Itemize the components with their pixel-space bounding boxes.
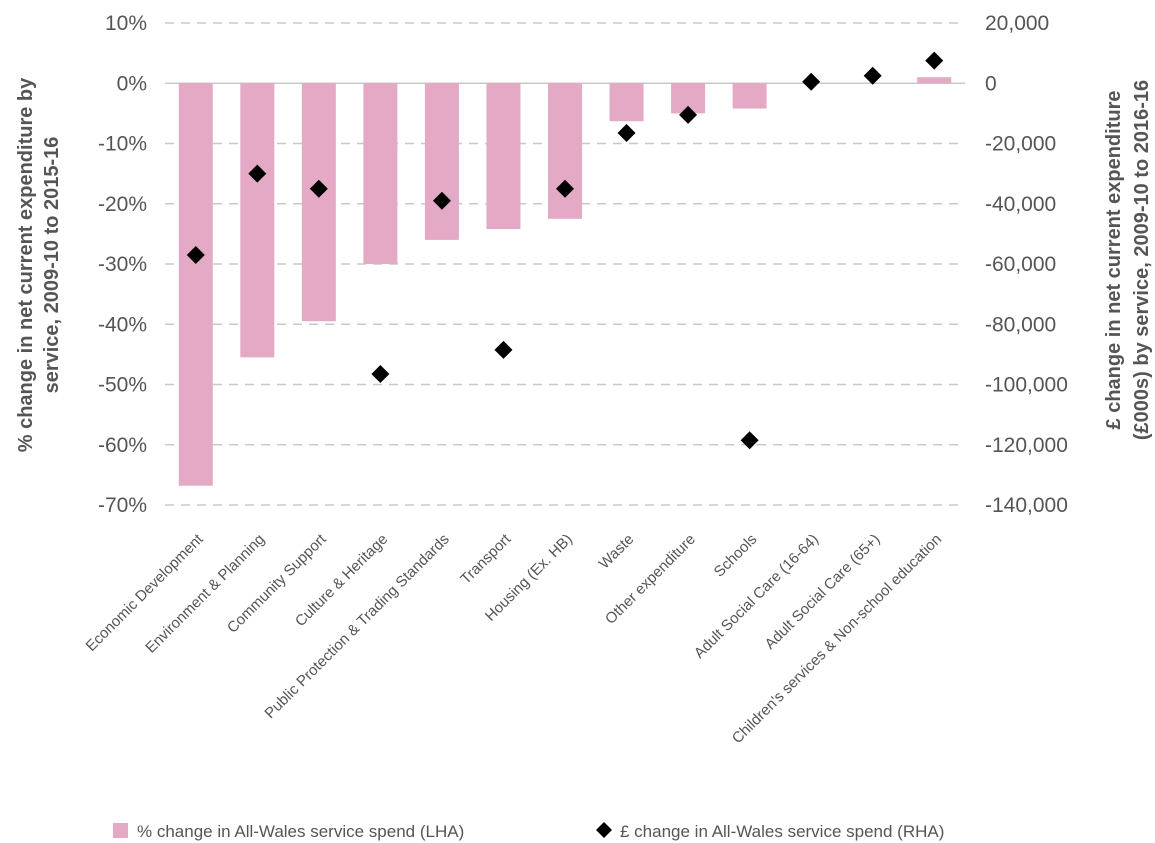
bar	[917, 77, 952, 84]
bar	[363, 83, 398, 264]
left-tick-label: 10%	[105, 12, 147, 35]
category-label: Transport	[457, 530, 515, 588]
category-label: Environment & Planning	[142, 531, 268, 657]
diamond-marker	[432, 191, 451, 210]
right-tick-label: -120,000	[985, 434, 1068, 457]
category-label: Schools	[711, 531, 761, 581]
bar	[609, 83, 644, 122]
left-axis-title-line: % change in net current expenditure by	[15, 77, 37, 452]
diamond-marker	[679, 105, 698, 124]
bar	[301, 83, 336, 322]
bar	[548, 83, 582, 219]
right-axis-title: £ change in net current expenditure (£000…	[1103, 80, 1153, 440]
category-label: Adult Social Care (16-64)	[691, 531, 822, 662]
legend-diamond-swatch	[596, 822, 612, 838]
diamond-marker	[556, 179, 574, 198]
diamond-marker	[802, 72, 821, 91]
bar-series	[178, 77, 952, 486]
bar	[240, 83, 275, 358]
diamond-marker	[494, 340, 513, 359]
left-tick-label: -30%	[98, 253, 147, 276]
right-axis-title-line: (£000s) by service, 2009-10 to 2016-16	[1131, 80, 1153, 440]
legend-bar-label: % change in All-Wales service spend (LHA…	[137, 822, 464, 841]
left-axis-title-line: service, 2009-10 to 2015-16	[41, 137, 63, 394]
diamond-marker	[309, 179, 328, 198]
right-tick-label: -20,000	[985, 133, 1056, 156]
right-tick-label: -80,000	[985, 313, 1056, 336]
diamond-marker	[371, 364, 390, 383]
category-label: Children's services & Non-school educati…	[729, 531, 945, 747]
bar	[732, 83, 767, 109]
left-tick-label: -10%	[98, 133, 147, 156]
legend-marker-label: £ change in All-Wales service spend (RHA…	[620, 822, 944, 841]
bar	[486, 83, 521, 230]
category-label: Economic Development	[83, 530, 208, 655]
diamond-marker	[863, 66, 882, 85]
diamond-marker	[925, 51, 944, 70]
left-axis: 10% 0% -10% -20% -30% -40% -50% -60% -70%	[98, 12, 147, 517]
right-tick-label: 0	[985, 72, 997, 95]
diamond-marker	[186, 245, 205, 264]
right-tick-label: 20,000	[985, 12, 1049, 35]
right-tick-label: -100,000	[985, 374, 1068, 397]
diamond-marker	[617, 123, 636, 142]
right-tick-label: -140,000	[985, 494, 1068, 517]
bar	[424, 83, 459, 240]
right-axis: 20,000 0 -20,000 -40,000 -60,000 -80,000 -100,…	[985, 12, 1068, 517]
left-tick-label: -50%	[98, 374, 147, 397]
diamond-marker	[740, 431, 759, 450]
marker-series	[186, 51, 944, 450]
category-label: Adult Social Care (65+)	[762, 531, 884, 653]
left-tick-label: -70%	[98, 494, 147, 517]
left-axis-title: % change in net current expenditure by se…	[15, 77, 63, 452]
bar	[178, 83, 213, 486]
category-label: Waste	[596, 531, 638, 573]
left-tick-label: 0%	[117, 72, 147, 95]
right-tick-label: -60,000	[985, 253, 1056, 276]
left-tick-label: -60%	[98, 434, 147, 457]
right-tick-label: -40,000	[985, 193, 1056, 216]
left-tick-label: -20%	[98, 193, 147, 216]
left-tick-label: -40%	[98, 313, 147, 336]
right-axis-title-line: £ change in net current expenditure	[1103, 91, 1125, 430]
legend-bar-swatch	[113, 823, 128, 838]
legend: % change in All-Wales service spend (LHA…	[113, 822, 944, 841]
diamond-marker	[248, 164, 267, 183]
